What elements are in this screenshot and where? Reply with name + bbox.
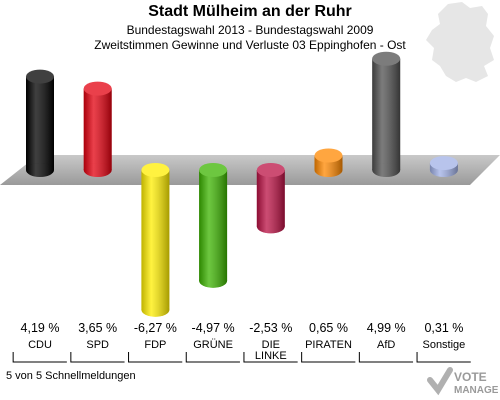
axis-bracket [128, 352, 183, 363]
bar-shading [141, 170, 170, 310]
bar-bottom-shade [26, 163, 54, 177]
chart-subtitle: Bundestagswahl 2013 - Bundestagswahl 200… [126, 23, 374, 37]
bar [141, 163, 170, 317]
category-label: GRÜNE [193, 339, 233, 351]
bar-top-cap [429, 156, 458, 171]
bar-bottom-shade [141, 302, 170, 317]
bar-shading [26, 76, 54, 170]
value-label: -2,53 % [249, 321, 292, 335]
category-label: AfD [377, 339, 395, 351]
bar-bottom-shade [372, 163, 401, 177]
bar-bottom-shade [256, 219, 285, 234]
votemanager-logo: VOTE MANAGER [427, 367, 498, 396]
logo-text-bottom: MANAGER [454, 385, 498, 396]
category-label: CDU [28, 339, 52, 351]
bar-shading [256, 170, 285, 227]
bar [314, 148, 343, 177]
bar-bottom-shade [314, 163, 343, 177]
category-label: SPD [86, 339, 109, 351]
bar-top-cap [372, 51, 401, 66]
bar-shading [372, 58, 401, 170]
bar-shading [83, 88, 112, 170]
axis-bracket [416, 352, 471, 363]
chart-subtitle-detail: Zweitstimmen Gewinne und Verluste 03 Epp… [94, 38, 406, 52]
zero-platform [0, 155, 500, 185]
value-label: -4,97 % [192, 321, 235, 335]
value-label: 0,65 % [309, 321, 348, 335]
value-label: 4,99 % [367, 321, 406, 335]
checkmark-icon [427, 367, 453, 396]
bar [83, 81, 112, 177]
germany-map-icon [426, 2, 494, 82]
category-label: LINKE [255, 350, 287, 362]
bar-top-cap [199, 163, 228, 177]
bar-top-cap [83, 81, 112, 96]
category-label: Sonstige [422, 339, 465, 351]
axis-bracket [358, 352, 414, 363]
axis-bracket [185, 352, 240, 363]
bar-top-cap [256, 163, 285, 177]
category-label: FDP [144, 339, 166, 351]
value-label: 0,31 % [424, 321, 463, 335]
axis-bracket [243, 352, 298, 363]
category-label: DIE [262, 339, 280, 351]
bar [26, 69, 54, 177]
axis-bracket [301, 352, 356, 363]
logo-text-top: VOTE [454, 370, 487, 384]
value-label: 4,19 % [21, 321, 60, 335]
value-label: 3,65 % [78, 321, 117, 335]
bar-top-cap [26, 69, 54, 84]
category-label: PIRATEN [305, 339, 352, 351]
bar [256, 163, 285, 234]
bar [199, 163, 228, 288]
value-label: -6,27 % [134, 321, 177, 335]
footer-note: 5 von 5 Schnellmeldungen [6, 370, 136, 382]
bar [372, 51, 401, 177]
bar [429, 156, 458, 177]
bar-bottom-shade [199, 273, 228, 288]
bar-bottom-shade [83, 163, 112, 177]
chart-title: Stadt Mülheim an der Ruhr [148, 3, 352, 20]
axis-bracket [12, 352, 67, 363]
bar-top-cap [314, 148, 343, 163]
bar-top-cap [141, 163, 170, 177]
axis-bracket [70, 352, 125, 363]
bar-shading [199, 170, 228, 281]
